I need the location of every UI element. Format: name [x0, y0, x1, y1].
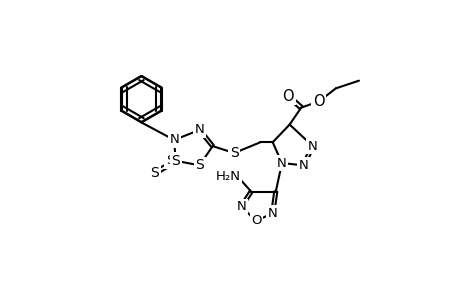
Text: N: N [298, 159, 308, 172]
Text: O: O [282, 88, 293, 104]
Text: H₂N: H₂N [215, 169, 240, 183]
Text: S: S [195, 159, 203, 172]
Text: N: N [276, 157, 286, 169]
Text: S: S [150, 166, 159, 180]
Text: N: N [194, 123, 204, 136]
Text: O: O [251, 214, 261, 227]
Text: N: N [298, 159, 308, 172]
Text: S: S [195, 158, 203, 172]
Text: O: O [251, 214, 261, 227]
Text: N: N [276, 157, 286, 169]
Text: N: N [169, 134, 179, 146]
Text: O: O [282, 88, 293, 104]
Text: N: N [169, 134, 179, 146]
Text: H₂N: H₂N [215, 169, 240, 183]
Text: N: N [307, 140, 317, 153]
Text: S: S [165, 154, 174, 167]
Text: N: N [236, 200, 246, 213]
Text: N: N [307, 140, 317, 153]
Text: S: S [230, 146, 238, 160]
Text: O: O [313, 94, 324, 109]
Text: S: S [230, 146, 238, 160]
Text: N: N [267, 207, 277, 220]
Text: N: N [267, 207, 277, 220]
Text: N: N [194, 123, 204, 136]
Text: S: S [171, 154, 179, 168]
Text: N: N [236, 200, 246, 213]
Text: S: S [151, 168, 159, 181]
Text: O: O [313, 94, 324, 109]
